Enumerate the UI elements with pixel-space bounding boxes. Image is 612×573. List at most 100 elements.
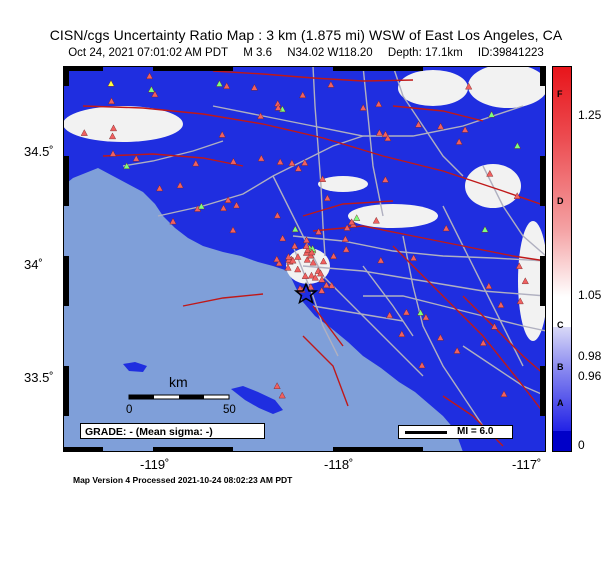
grade-letter: A xyxy=(557,398,564,408)
station-marker xyxy=(294,265,302,273)
station-marker xyxy=(481,225,489,233)
station-marker xyxy=(229,226,237,233)
station-marker xyxy=(422,313,430,321)
station-marker xyxy=(289,256,297,264)
station-marker xyxy=(513,192,521,199)
station-marker xyxy=(398,330,406,337)
station-marker xyxy=(107,79,115,87)
station-marker xyxy=(461,125,469,133)
station-marker xyxy=(299,91,307,98)
station-marker xyxy=(257,154,265,162)
epicenter-star xyxy=(293,282,319,305)
station-marker xyxy=(497,301,505,308)
station-marker xyxy=(318,286,326,294)
station-marker xyxy=(322,281,330,288)
station-marker xyxy=(311,273,319,281)
scale-bar xyxy=(128,394,230,400)
station-marker xyxy=(315,228,323,235)
map-canvas[interactable] xyxy=(63,66,546,452)
lat-label: 34.5˚ xyxy=(24,144,54,159)
station-marker xyxy=(455,138,463,145)
station-marker xyxy=(521,277,529,284)
station-marker xyxy=(156,184,164,192)
station-marker xyxy=(318,275,326,283)
station-marker xyxy=(453,347,461,354)
stations xyxy=(80,72,529,438)
station-marker xyxy=(303,255,311,263)
ocean xyxy=(63,168,463,452)
map-area[interactable] xyxy=(63,66,546,452)
station-marker xyxy=(273,255,281,263)
colorbar-tick: 1.05 xyxy=(578,288,602,302)
station-marker xyxy=(319,175,327,182)
station-marker xyxy=(515,262,523,269)
colorbar-low xyxy=(553,327,571,431)
station-marker xyxy=(327,80,335,88)
station-marker xyxy=(485,282,493,289)
station-marker xyxy=(330,252,338,259)
event-location: N34.02 W118.20 xyxy=(287,47,373,59)
station-marker xyxy=(384,134,392,142)
lat-label: 34˚ xyxy=(24,257,43,272)
station-marker xyxy=(250,83,258,91)
station-marker xyxy=(437,122,445,130)
station-marker xyxy=(278,391,286,399)
mi-legend: MI = 6.0 xyxy=(398,425,513,439)
station-marker xyxy=(219,204,228,211)
event-depth: Depth: 17.1km xyxy=(387,47,463,59)
station-marker xyxy=(372,216,380,224)
station-marker xyxy=(223,82,231,89)
colorbar-tick: 0.96 xyxy=(578,369,602,383)
station-marker xyxy=(410,254,418,261)
event-datetime: Oct 24, 2021 07:01:02 AM PDT xyxy=(68,47,229,59)
station-marker xyxy=(317,269,325,277)
station-marker xyxy=(275,259,283,267)
station-marker xyxy=(381,130,390,138)
station-marker xyxy=(288,159,296,166)
station-marker xyxy=(516,297,524,305)
station-marker xyxy=(192,159,200,167)
island xyxy=(123,362,147,372)
station-marker xyxy=(465,82,473,90)
station-marker xyxy=(273,382,281,389)
lon-label: -117˚ xyxy=(512,457,542,472)
station-marker xyxy=(342,245,350,253)
station-marker xyxy=(307,283,315,290)
lon-label: -119˚ xyxy=(140,457,170,472)
roads xyxy=(122,66,546,427)
colorbar-mid xyxy=(553,297,571,327)
station-marker xyxy=(257,112,265,119)
station-marker xyxy=(307,271,316,279)
station-marker xyxy=(375,100,383,107)
station-marker xyxy=(276,158,284,165)
station-marker xyxy=(301,159,309,166)
station-marker xyxy=(386,311,394,319)
station-marker xyxy=(323,194,331,201)
station-marker xyxy=(224,196,232,203)
station-marker xyxy=(291,225,299,233)
event-magnitude: M 3.6 xyxy=(243,47,273,59)
lat-label: 33.5˚ xyxy=(24,370,54,385)
colorbar-tick: 1.25 xyxy=(578,108,602,122)
station-marker xyxy=(108,132,117,140)
station-marker xyxy=(109,124,118,132)
station-marker xyxy=(513,142,521,149)
station-marker xyxy=(107,97,116,104)
mi-legend-bar xyxy=(405,431,447,434)
station-marker xyxy=(229,157,237,165)
grade-letter: D xyxy=(557,196,564,206)
station-marker xyxy=(343,224,351,231)
station-marker xyxy=(176,181,184,189)
station-marker xyxy=(123,162,131,169)
grade-letter: C xyxy=(557,320,564,330)
station-marker xyxy=(273,211,281,219)
station-marker xyxy=(377,256,385,264)
grade-letter: F xyxy=(557,89,563,99)
grade-letter: B xyxy=(557,362,564,372)
station-marker xyxy=(319,257,328,265)
station-marker xyxy=(147,85,155,93)
station-marker xyxy=(279,234,287,242)
station-marker xyxy=(418,361,426,369)
map-title: CISN/cgs Uncertainty Ratio Map : 3 km (1… xyxy=(49,27,563,43)
station-marker xyxy=(294,253,302,260)
